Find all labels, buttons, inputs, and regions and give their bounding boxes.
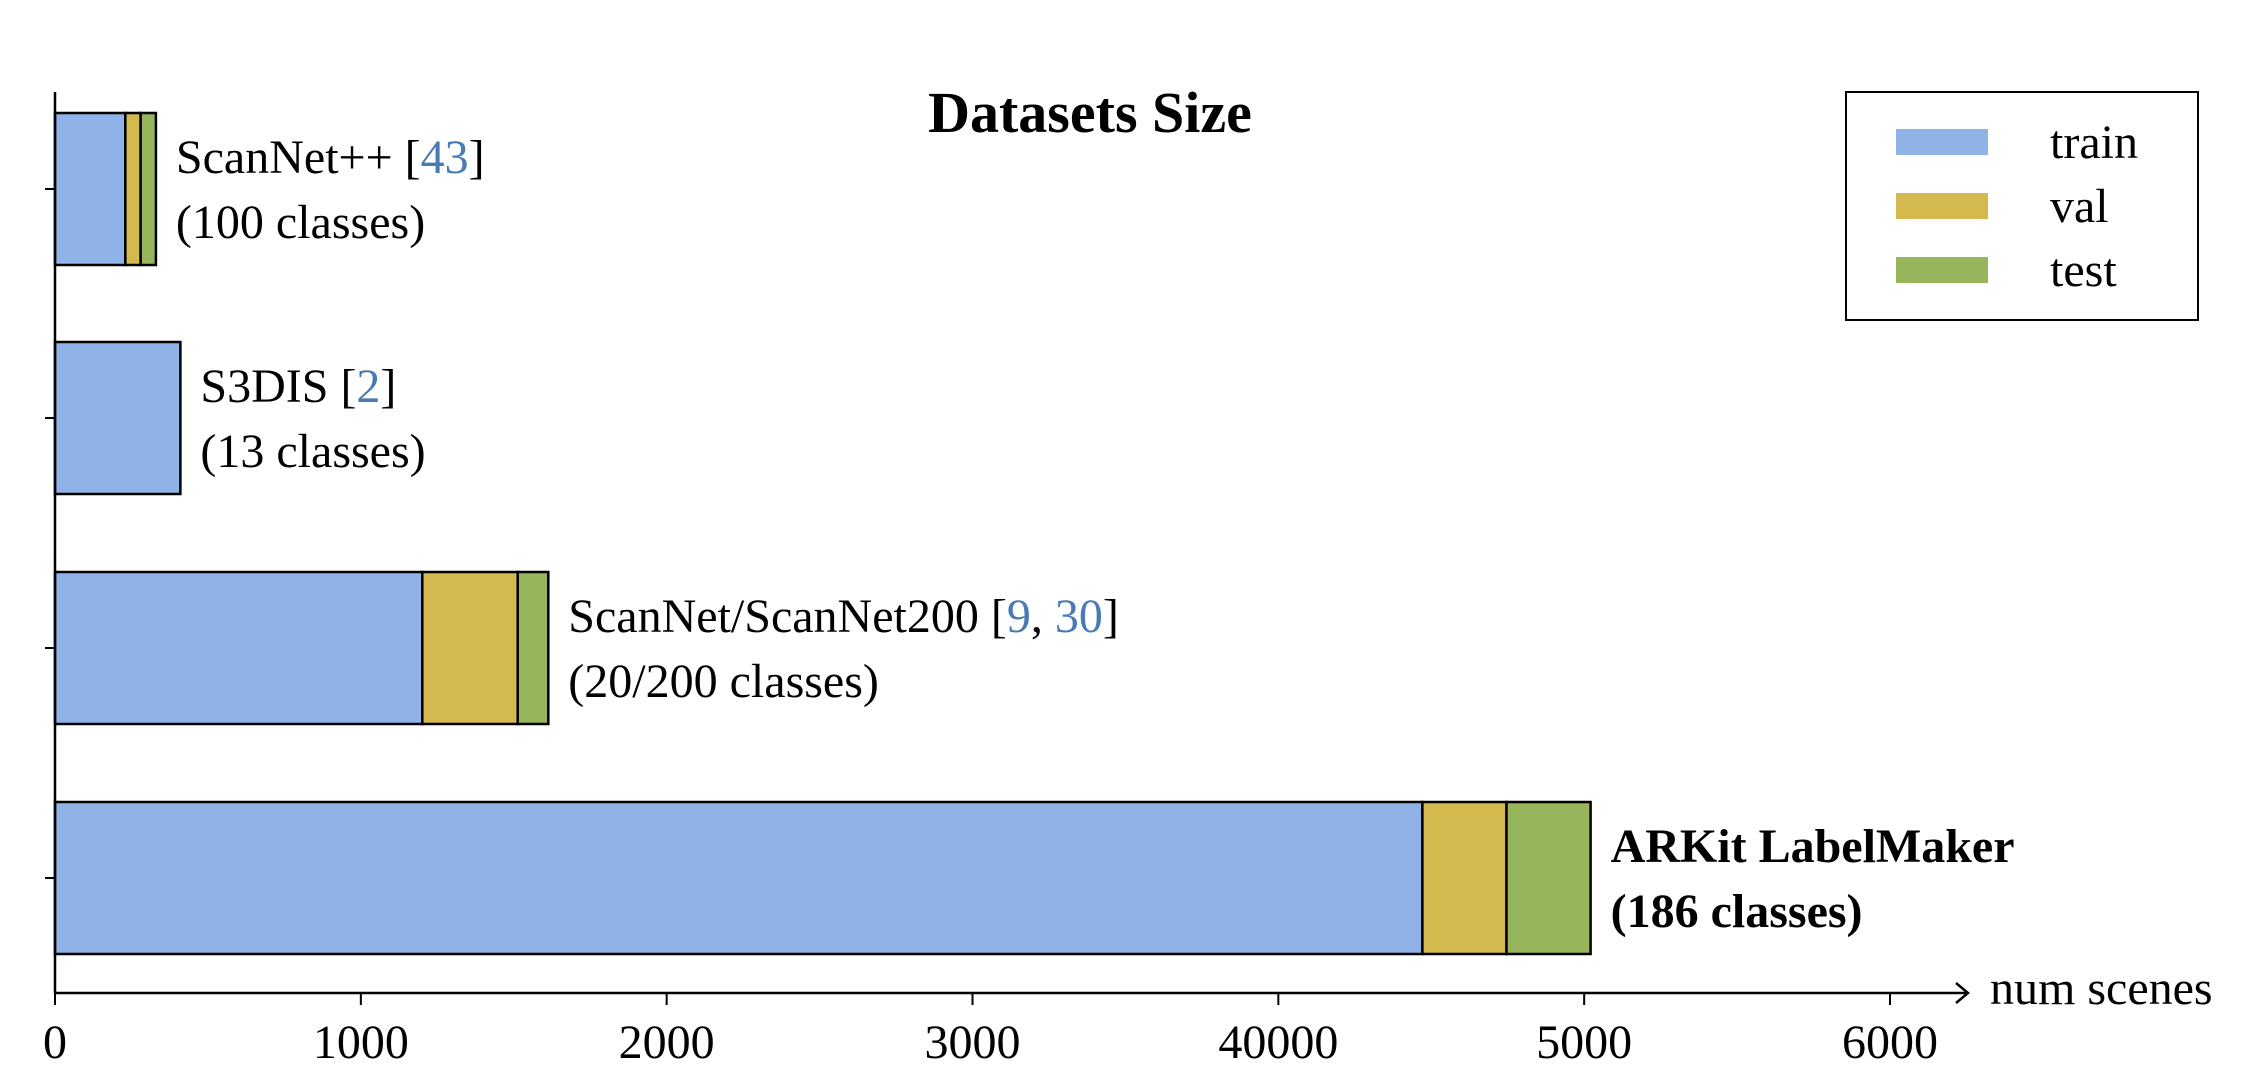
bar-label-classes: (100 classes) [176,196,425,249]
bar-label-classes: (13 classes) [200,425,425,478]
citation-ref[interactable]: 2 [356,360,380,413]
legend: train val test [1845,91,2199,321]
x-tick-label: 1000 [313,1016,409,1069]
x-tick-label: 0 [43,1016,67,1069]
legend-swatch-train [1896,129,1988,155]
citation-ref[interactable]: 30 [1055,590,1103,643]
bar-segment-train [53,340,182,496]
bar-segment-train [53,570,424,726]
x-axis-arrow-icon [1955,982,1970,1004]
bar-label-name: S3DIS [2] [200,360,396,413]
bar-segment-val [124,111,142,267]
bar-label-name: ScanNet++ [43] [176,131,485,184]
bar-label-classes: (20/200 classes) [568,655,879,708]
x-tick-label: 40000 [1218,1016,1338,1069]
bar-segment-train [53,800,1424,956]
bar-segment-test [1505,800,1592,956]
bar-segment-train [53,111,127,267]
bar-label-name: ARKit LabelMaker [1611,820,2015,873]
bar-segment-test [139,111,158,267]
citation-ref[interactable]: 9 [1007,590,1031,643]
bars-layer: ScanNet++ [43] (100 classes) S3DIS [2] (13 … [53,111,2015,956]
x-tick-label: 6000 [1842,1016,1938,1069]
legend-label-val: val [2050,180,2109,233]
x-tick-label: 2000 [619,1016,715,1069]
chart-title: Datasets Size [928,80,1252,145]
bar-label-name: ScanNet/ScanNet200 [9, 30] [568,590,1119,643]
bar-segment-test [516,570,550,726]
legend-swatch-test [1896,257,1988,283]
x-tick-label: 3000 [925,1016,1021,1069]
axes-layer: 0 1000 2000 3000 40000 5000 6000 [43,92,1970,1069]
x-axis-label: num scenes [1990,962,2213,1015]
x-tick-label: 5000 [1536,1016,1632,1069]
legend-swatch-val [1896,193,1988,219]
bar-label-classes: (186 classes) [1611,885,1863,938]
bar-segment-val [1421,800,1508,956]
bar-segment-val [421,570,519,726]
legend-label-test: test [2050,244,2117,297]
legend-label-train: train [2050,116,2138,169]
citation-ref[interactable]: 43 [421,131,469,184]
